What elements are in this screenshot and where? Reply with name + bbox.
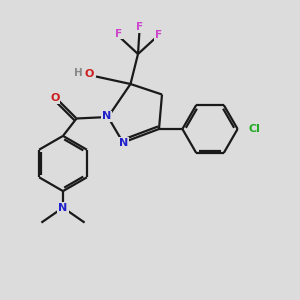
Text: O: O — [85, 69, 94, 80]
Text: H: H — [74, 68, 82, 79]
Text: N: N — [102, 111, 111, 122]
Text: F: F — [115, 28, 122, 39]
Text: O: O — [50, 93, 60, 103]
Text: N: N — [58, 202, 68, 213]
Text: F: F — [136, 22, 143, 32]
Text: F: F — [155, 30, 162, 40]
Text: N: N — [119, 138, 128, 148]
Text: Cl: Cl — [248, 124, 260, 134]
